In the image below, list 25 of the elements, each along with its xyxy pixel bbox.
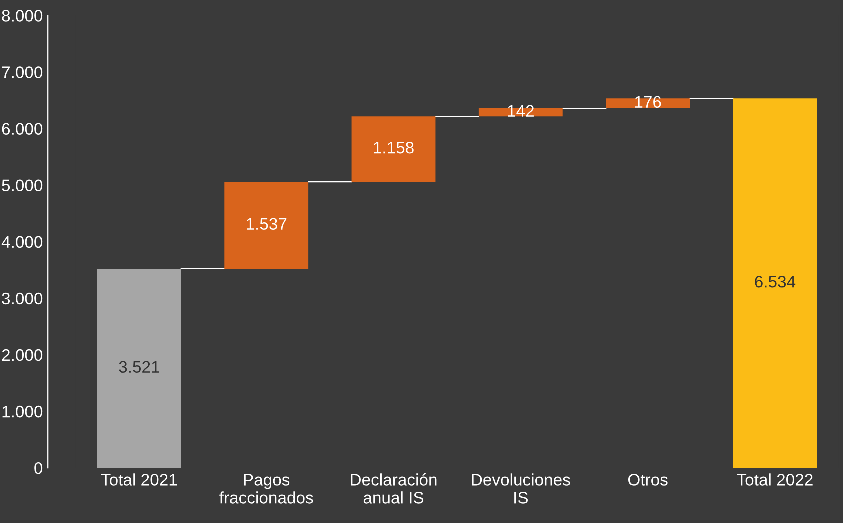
bar: [97, 268, 182, 468]
x-tick-label: Declaración anual IS: [351, 473, 437, 504]
y-tick-label: 0: [34, 462, 43, 474]
x-tick-label: Total 2021: [101, 474, 178, 486]
data-label: 176: [635, 96, 662, 108]
y-tick-label: 1.000: [2, 406, 43, 418]
bar: [224, 182, 309, 269]
y-tick-label: 3.000: [2, 292, 43, 305]
x-tick-label: Devoluciones IS: [472, 474, 570, 504]
y-tick-label: 4.000: [2, 236, 43, 248]
x-tick-label: Total 2022: [737, 474, 813, 486]
data-label: 1.537: [247, 218, 287, 230]
y-tick-label: 7.000: [2, 66, 43, 78]
x-tick-label: Otros: [628, 474, 668, 486]
y-tick-label: 5.000: [2, 180, 43, 192]
data-label: 3.521: [119, 361, 160, 374]
bar: [733, 98, 818, 468]
data-label: 142: [508, 105, 534, 117]
x-tick-label: Pagos fraccionados: [220, 474, 314, 504]
bar: [352, 116, 436, 182]
data-label: 1.158: [374, 142, 414, 154]
y-tick-label: 6.000: [2, 123, 43, 135]
y-tick-label: 8.000: [2, 10, 43, 22]
data-label: 6.534: [755, 276, 796, 288]
y-tick-label: 2.000: [2, 349, 43, 362]
